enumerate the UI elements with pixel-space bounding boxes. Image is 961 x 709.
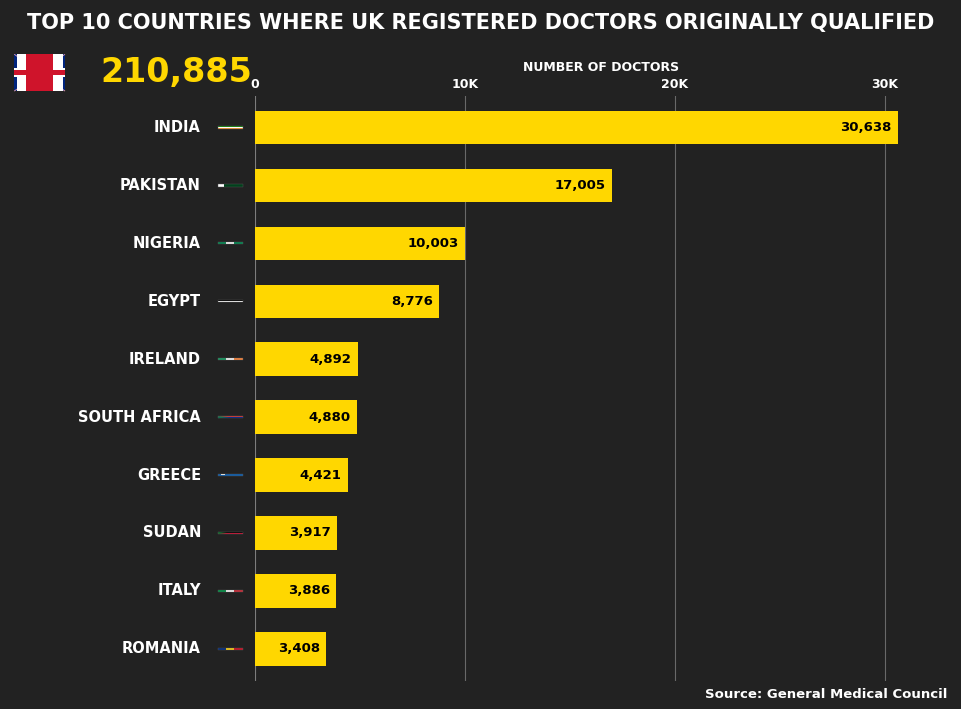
FancyBboxPatch shape — [218, 590, 226, 592]
FancyBboxPatch shape — [226, 242, 234, 245]
Bar — [255, 111, 897, 145]
FancyBboxPatch shape — [218, 300, 242, 301]
Text: ROMANIA: ROMANIA — [122, 641, 201, 657]
Text: 4,892: 4,892 — [309, 352, 351, 366]
Bar — [255, 401, 357, 434]
Text: GREECE: GREECE — [136, 467, 201, 483]
Text: ITALY: ITALY — [158, 584, 201, 598]
Text: 17,005: 17,005 — [554, 179, 604, 192]
Text: 3,917: 3,917 — [289, 527, 331, 540]
FancyBboxPatch shape — [234, 590, 242, 592]
FancyBboxPatch shape — [226, 648, 234, 650]
Text: NIGERIA: NIGERIA — [133, 236, 201, 251]
FancyBboxPatch shape — [218, 127, 242, 128]
FancyBboxPatch shape — [218, 416, 242, 418]
FancyBboxPatch shape — [14, 70, 65, 75]
Text: 4,880: 4,880 — [308, 411, 351, 424]
Text: PAKISTAN: PAKISTAN — [120, 178, 201, 193]
FancyBboxPatch shape — [226, 358, 234, 360]
FancyBboxPatch shape — [218, 301, 242, 303]
FancyBboxPatch shape — [234, 242, 242, 245]
Bar — [255, 516, 336, 549]
FancyBboxPatch shape — [218, 184, 224, 186]
FancyBboxPatch shape — [234, 358, 242, 360]
Text: 10,003: 10,003 — [407, 237, 458, 250]
FancyBboxPatch shape — [224, 184, 242, 186]
Text: 210,885: 210,885 — [100, 56, 252, 89]
Text: 3,886: 3,886 — [287, 584, 330, 598]
FancyBboxPatch shape — [14, 55, 65, 91]
Polygon shape — [218, 532, 227, 534]
Text: SOUTH AFRICA: SOUTH AFRICA — [78, 410, 201, 425]
Bar — [255, 284, 438, 318]
FancyBboxPatch shape — [234, 648, 242, 650]
FancyBboxPatch shape — [218, 474, 228, 475]
FancyBboxPatch shape — [16, 55, 62, 91]
FancyBboxPatch shape — [222, 474, 224, 475]
Polygon shape — [218, 416, 229, 418]
Bar — [255, 342, 357, 376]
Text: 30,638: 30,638 — [840, 121, 891, 134]
FancyBboxPatch shape — [218, 126, 242, 127]
Bar — [255, 458, 347, 492]
Text: 8,776: 8,776 — [390, 295, 432, 308]
Text: SUDAN: SUDAN — [142, 525, 201, 540]
Text: Source: General Medical Council: Source: General Medical Council — [704, 688, 947, 701]
Text: EGYPT: EGYPT — [148, 294, 201, 309]
Bar — [255, 574, 336, 608]
FancyBboxPatch shape — [218, 648, 226, 650]
FancyBboxPatch shape — [218, 242, 226, 245]
FancyBboxPatch shape — [14, 68, 65, 77]
FancyBboxPatch shape — [218, 358, 226, 360]
FancyBboxPatch shape — [226, 590, 234, 592]
Text: 4,421: 4,421 — [299, 469, 341, 481]
Bar — [255, 169, 611, 202]
FancyBboxPatch shape — [218, 533, 242, 534]
Text: TOP 10 COUNTRIES WHERE UK REGISTERED DOCTORS ORIGINALLY QUALIFIED: TOP 10 COUNTRIES WHERE UK REGISTERED DOC… — [27, 13, 934, 33]
Bar — [255, 632, 326, 666]
FancyBboxPatch shape — [218, 532, 242, 533]
FancyBboxPatch shape — [26, 55, 54, 91]
X-axis label: NUMBER OF DOCTORS: NUMBER OF DOCTORS — [523, 61, 678, 74]
Bar — [255, 227, 464, 260]
Text: INDIA: INDIA — [154, 120, 201, 135]
Text: 3,408: 3,408 — [278, 642, 320, 655]
Text: IRELAND: IRELAND — [129, 352, 201, 367]
